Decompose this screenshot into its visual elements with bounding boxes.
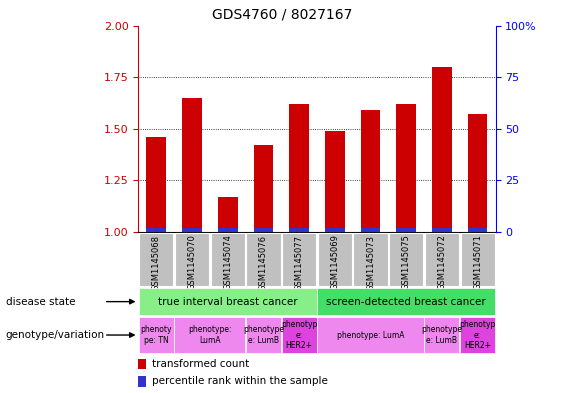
Bar [175,318,245,353]
Text: phenoty
pe: TN: phenoty pe: TN [141,325,172,345]
Bar [281,318,316,353]
Text: genotype/variation: genotype/variation [6,330,105,340]
Bar [254,228,273,232]
Bar [218,228,237,232]
Bar [182,98,202,232]
Bar [325,228,345,232]
Bar [460,233,495,286]
Text: true interval breast cancer: true interval breast cancer [158,297,298,307]
Bar [360,228,380,232]
Bar [460,318,495,353]
Text: phenotyp
e:
HER2+: phenotyp e: HER2+ [459,320,496,350]
Text: GSM1145070: GSM1145070 [188,235,197,290]
Bar [318,288,495,315]
Text: GSM1145075: GSM1145075 [402,235,411,290]
Bar [353,233,388,286]
Bar [175,233,209,286]
Bar [397,228,416,232]
Bar [425,233,459,286]
Text: phenotype:
LumA: phenotype: LumA [188,325,232,345]
Text: GSM1145073: GSM1145073 [366,235,375,290]
Text: screen-detected breast cancer: screen-detected breast cancer [327,297,486,307]
Bar [318,233,352,286]
Bar [254,145,273,232]
Bar [139,233,173,286]
Text: transformed count: transformed count [152,359,249,369]
Bar [432,67,452,232]
Bar [325,131,345,232]
Text: percentile rank within the sample: percentile rank within the sample [152,376,328,386]
Bar [289,228,309,232]
Bar [282,233,316,286]
Bar [218,197,237,232]
Text: GSM1145074: GSM1145074 [223,235,232,290]
Text: GSM1145077: GSM1145077 [294,235,303,290]
Text: disease state: disease state [6,297,75,307]
Bar [146,228,166,232]
Bar [468,114,488,232]
Text: GDS4760 / 8027167: GDS4760 / 8027167 [212,7,353,22]
Bar [468,228,488,232]
Bar [139,288,316,315]
Bar [138,359,146,369]
Bar [246,318,281,353]
Bar [318,318,424,353]
Text: GSM1145069: GSM1145069 [331,235,340,290]
Bar [146,137,166,232]
Bar [246,233,281,286]
Bar [139,318,174,353]
Bar [397,104,416,232]
Text: GSM1145071: GSM1145071 [473,235,482,290]
Bar [289,104,309,232]
Bar [211,233,245,286]
Bar [389,233,423,286]
Bar [360,110,380,232]
Text: phenotype
e: LumB: phenotype e: LumB [421,325,462,345]
Text: phenotype
e: LumB: phenotype e: LumB [243,325,284,345]
Bar [138,376,146,387]
Text: GSM1145072: GSM1145072 [437,235,446,290]
Text: GSM1145068: GSM1145068 [152,235,161,290]
Text: phenotype: LumA: phenotype: LumA [337,331,405,340]
Text: phenotyp
e:
HER2+: phenotyp e: HER2+ [281,320,318,350]
Text: GSM1145076: GSM1145076 [259,235,268,290]
Bar [424,318,459,353]
Bar [182,228,202,232]
Bar [432,228,452,232]
